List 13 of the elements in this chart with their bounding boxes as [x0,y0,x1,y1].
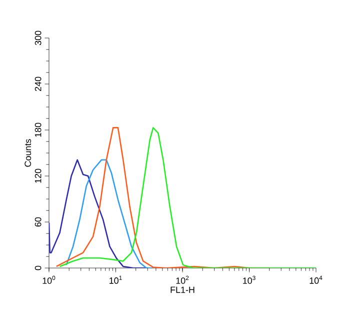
y-tick-label: 180 [34,122,42,137]
x-tick-label: 10$^{2}$ [176,276,189,284]
x-axis-title: FL1-H [170,286,194,293]
x-tick-label: 10$^{4}$ [310,276,322,284]
y-tick-label: 60 [34,217,42,227]
x-tick-label: 10$^{3}$ [243,276,256,284]
x-tick-label: 10$^{0}$ [42,276,56,284]
x-tick-label: 10$^{1}$ [110,276,122,284]
y-tick-label: 120 [34,168,42,183]
y-tick-label: 300 [34,30,42,46]
y-tick-label: 0 [34,266,42,270]
y-tick-label: 240 [34,76,42,92]
y-axis-title: Counts [24,139,32,167]
